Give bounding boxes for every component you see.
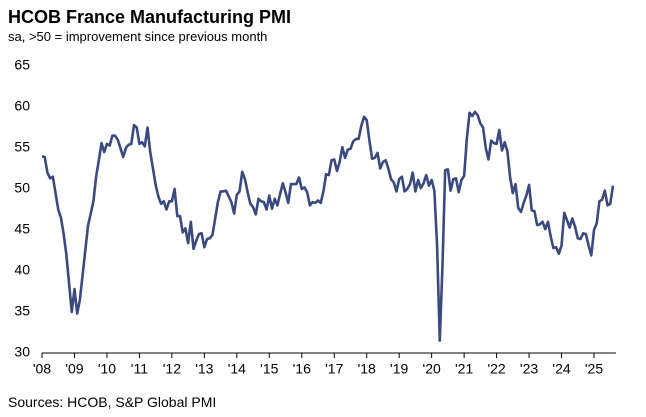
- source-note: Sources: HCOB, S&P Global PMI: [8, 394, 216, 410]
- y-tick-label: 50: [14, 180, 30, 196]
- x-tick-label: '25: [585, 361, 603, 377]
- x-tick-label: '10: [98, 361, 116, 377]
- data-line: [41, 110, 615, 342]
- x-tick-label: '09: [65, 361, 83, 377]
- chart-subtitle: sa, >50 = improvement since previous mon…: [8, 29, 267, 44]
- x-tick-label: '24: [552, 361, 570, 377]
- y-tick-label: 45: [14, 221, 30, 237]
- x-tick-label: '17: [325, 361, 343, 377]
- x-tick-label: '08: [33, 361, 51, 377]
- x-tick-label: '22: [487, 361, 505, 377]
- x-tick-label: '21: [455, 361, 473, 377]
- y-tick-label: 30: [14, 344, 30, 360]
- x-tick-label: '18: [358, 361, 376, 377]
- y-tick-label: 60: [14, 98, 30, 114]
- x-tick-label: '16: [293, 361, 311, 377]
- x-tick-label: '15: [260, 361, 278, 377]
- chart-title: HCOB France Manufacturing PMI: [8, 7, 291, 27]
- y-tick-label: 35: [14, 303, 30, 319]
- x-tick-label: '20: [423, 361, 441, 377]
- x-tick-label: '12: [163, 361, 181, 377]
- y-tick-label: 65: [14, 57, 30, 73]
- x-tick-label: '19: [390, 361, 408, 377]
- x-tick-label: '14: [228, 361, 246, 377]
- y-tick-label: 40: [14, 262, 30, 278]
- x-tick-label: '11: [131, 361, 148, 377]
- x-tick-label: '23: [520, 361, 538, 377]
- y-tick-label: 55: [14, 139, 30, 155]
- x-tick-label: '13: [195, 361, 213, 377]
